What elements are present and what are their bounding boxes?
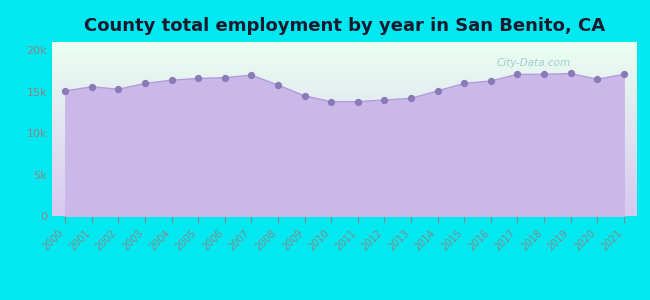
Point	[193, 76, 203, 81]
Point	[486, 79, 496, 83]
Point	[432, 88, 443, 93]
Point	[60, 88, 70, 93]
Point	[352, 99, 363, 104]
Title: County total employment by year in San Benito, CA: County total employment by year in San B…	[84, 17, 605, 35]
Point	[246, 73, 257, 77]
Point	[566, 71, 576, 76]
Point	[113, 87, 124, 92]
Text: City-Data.com: City-Data.com	[497, 58, 571, 68]
Point	[406, 96, 416, 101]
Point	[326, 99, 337, 104]
Point	[220, 75, 230, 80]
Point	[592, 77, 603, 82]
Point	[619, 72, 629, 77]
Point	[166, 78, 177, 82]
Point	[300, 94, 310, 98]
Point	[512, 72, 523, 77]
Point	[140, 81, 150, 86]
Point	[459, 81, 469, 86]
Point	[86, 84, 97, 89]
Point	[539, 72, 549, 77]
Point	[273, 83, 283, 88]
Point	[379, 98, 389, 102]
